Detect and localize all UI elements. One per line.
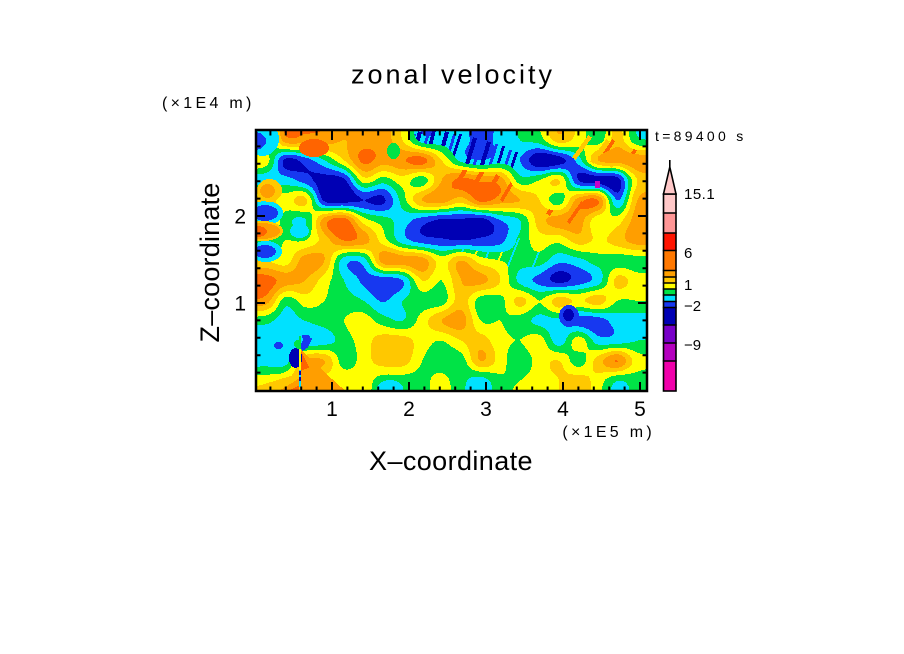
svg-text:X–coordinate: X–coordinate (369, 446, 533, 476)
svg-text:1: 1 (234, 293, 246, 316)
svg-text:−9: −9 (684, 337, 701, 354)
svg-text:zonal velocity: zonal velocity (351, 60, 555, 90)
svg-text:2: 2 (403, 398, 415, 421)
svg-text:Z–coordinate: Z–coordinate (195, 183, 225, 343)
svg-text:3: 3 (480, 398, 492, 421)
svg-text:1: 1 (326, 398, 338, 421)
svg-text:−2: −2 (684, 298, 701, 315)
svg-text:2: 2 (234, 206, 246, 229)
svg-text:5: 5 (634, 398, 646, 421)
svg-text:15.1: 15.1 (684, 186, 715, 203)
svg-text:4: 4 (557, 398, 569, 421)
svg-text:(×1E4 m): (×1E4 m) (162, 95, 255, 112)
svg-text:1: 1 (684, 277, 692, 294)
svg-text:t=89400 s: t=89400 s (655, 128, 747, 144)
svg-text:6: 6 (684, 245, 692, 262)
svg-text:(×1E5 m): (×1E5 m) (562, 424, 655, 441)
